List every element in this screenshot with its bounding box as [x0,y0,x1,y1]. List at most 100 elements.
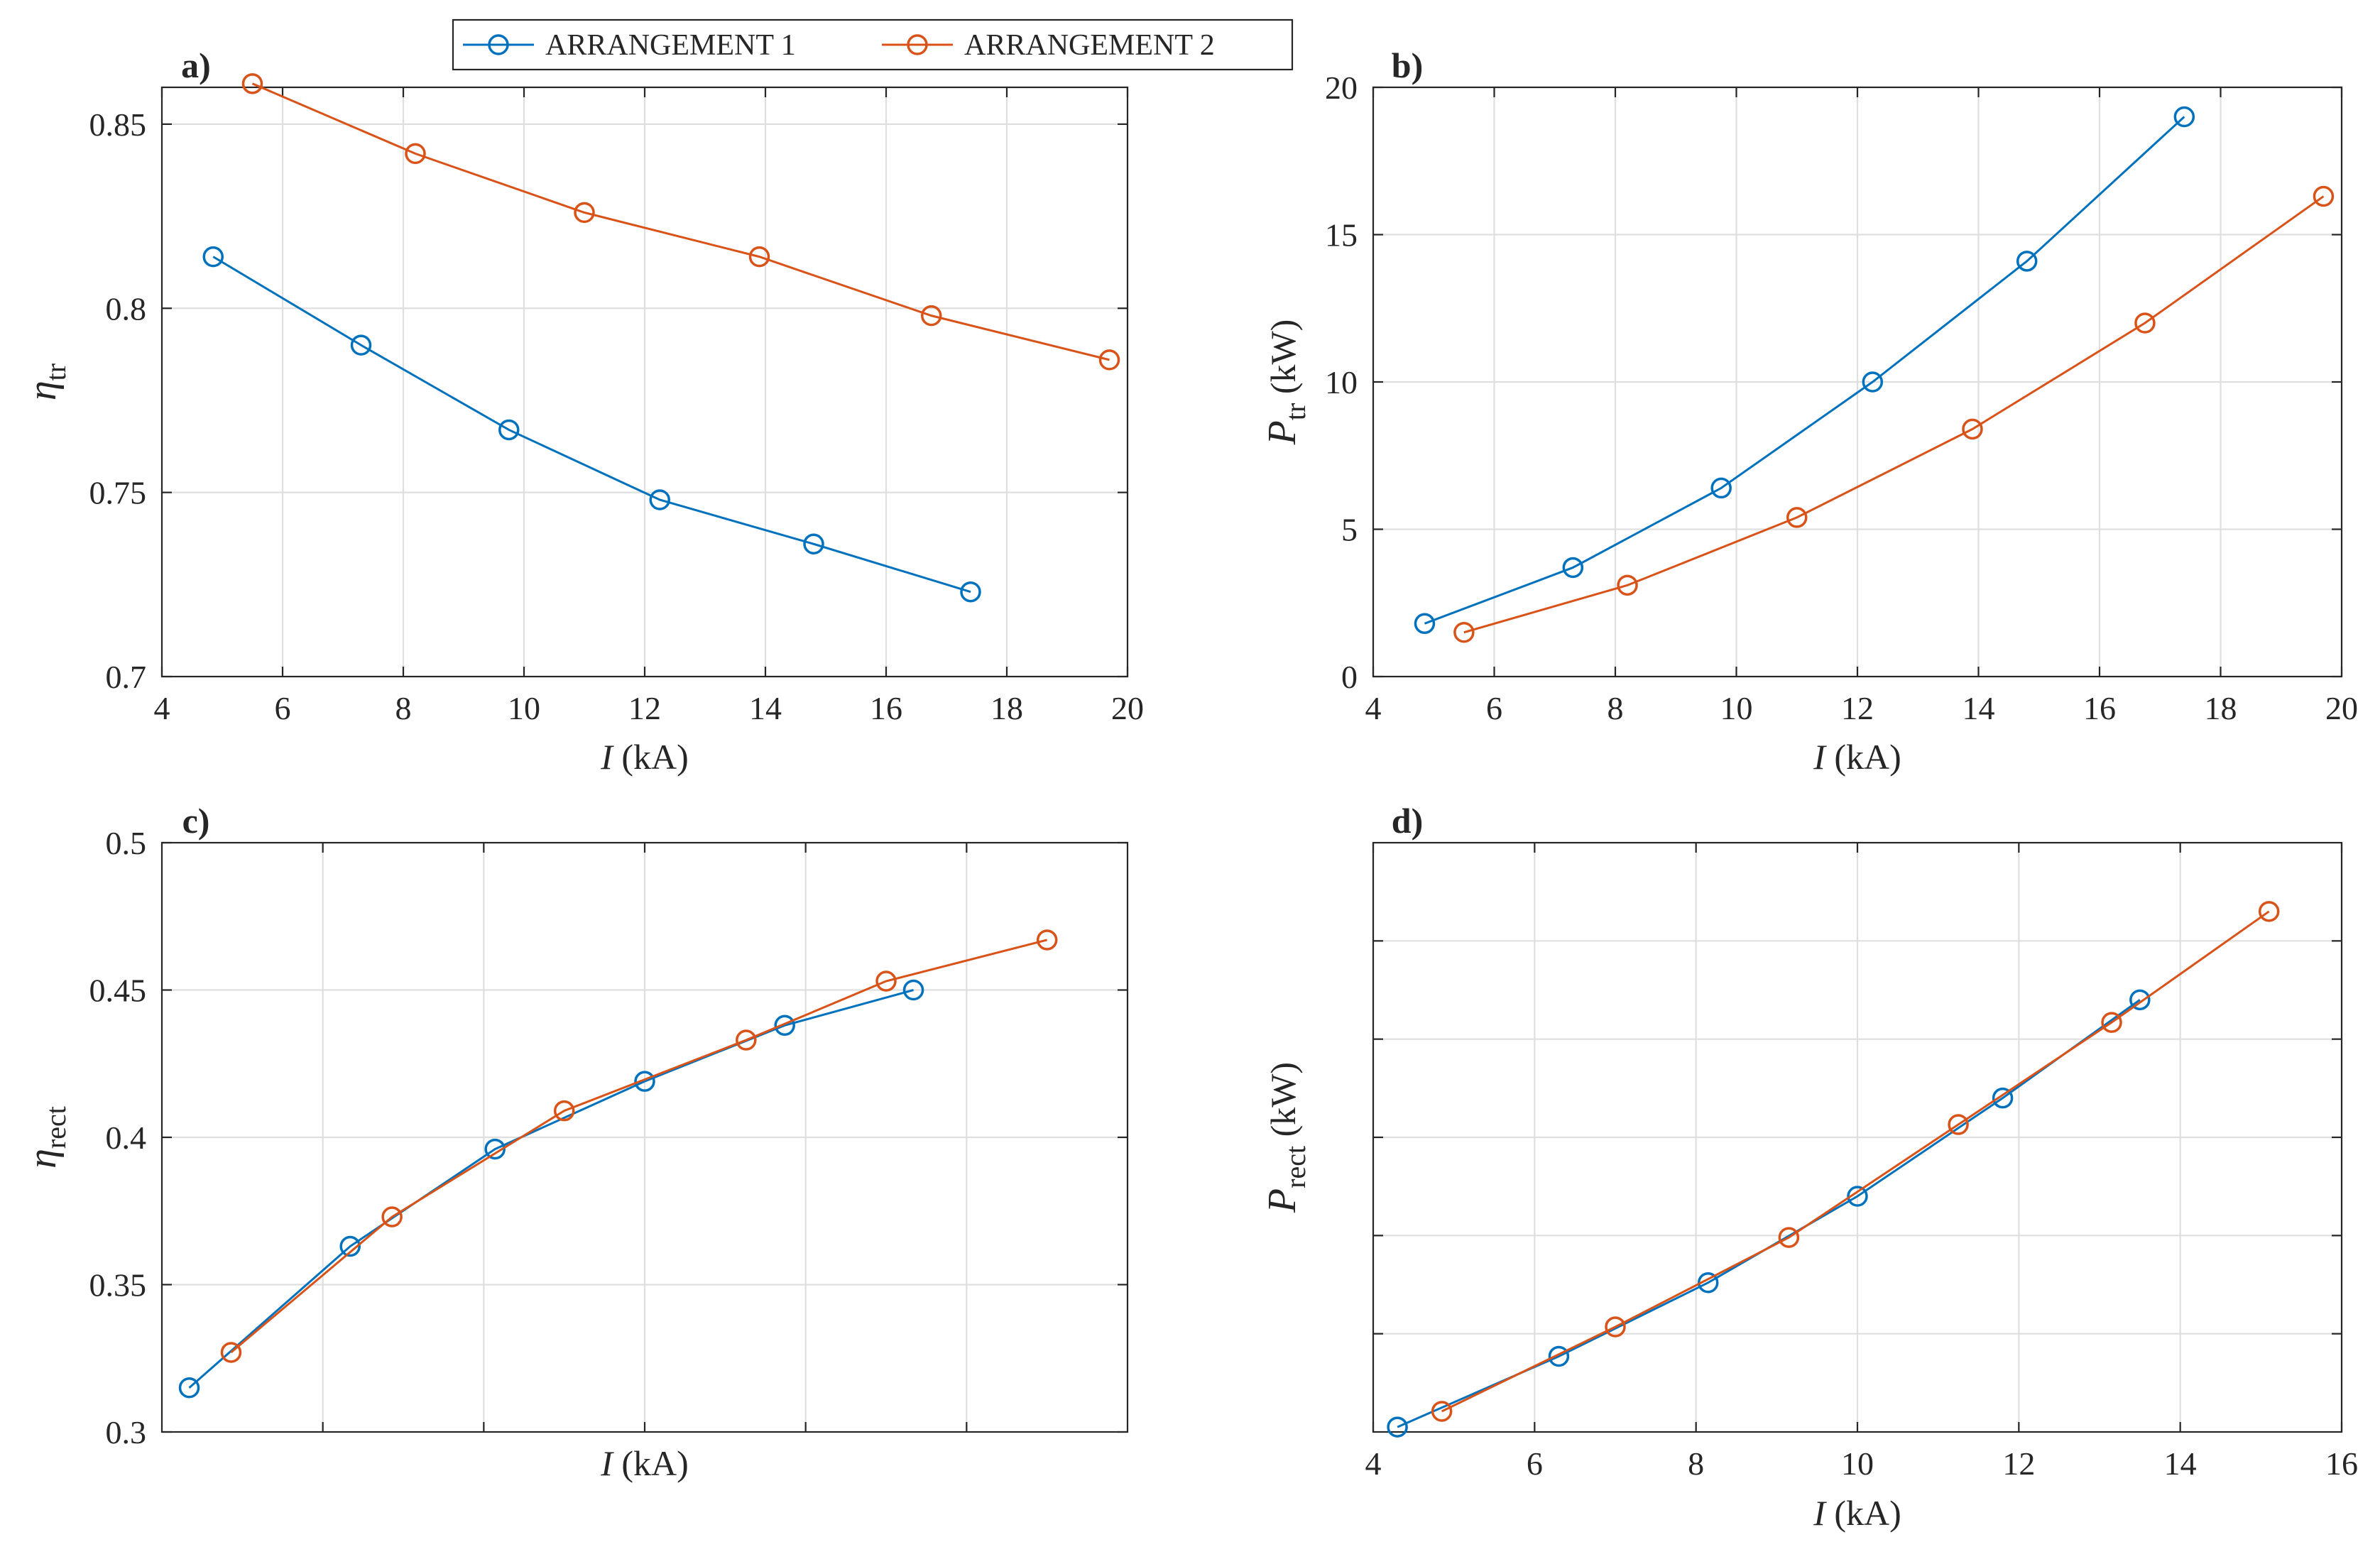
x-tick-label: 16 [870,690,902,726]
series-1 [1387,989,2151,1438]
legend-frame [452,18,1294,71]
series-line [1441,910,2270,1413]
y-axis-label: ηrect [21,1106,72,1169]
x-tick-label: 10 [1720,690,1753,726]
y-tick-label: 0.5 [106,825,147,861]
data-point [178,1377,200,1399]
data-point [339,1235,361,1257]
data-point [1414,613,1436,635]
y-axis-symbol: η [21,381,65,400]
data-point [803,533,824,554]
x-axis-label: I (kA) [600,737,689,777]
data-point [1710,477,1732,499]
data-point [748,246,770,268]
x-tick-label: 20 [1111,690,1144,726]
data-point [2129,989,2151,1011]
legend-marker [907,34,928,55]
x-axis-unit: (kA) [1825,1493,1901,1533]
series-1 [202,246,981,603]
panel-label: b) [1392,45,1423,85]
x-tick-label: 18 [2205,690,2237,726]
series-line [230,939,1048,1354]
x-tick-label: 16 [2083,690,2116,726]
x-tick-label: 6 [275,690,291,726]
y-tick-label: 0.4 [106,1120,147,1156]
x-tick-label: 12 [628,690,661,726]
y-tick-label: 0.45 [89,973,147,1009]
series-2 [220,929,1058,1363]
y-tick-label: 15 [1325,217,1358,253]
y-tick-label: 0.75 [89,475,147,511]
x-tick-label: 8 [1607,690,1624,726]
data-point [350,334,372,356]
legend-marker [488,34,509,55]
series-1 [1414,106,2195,635]
y-tick-label: 20 [1325,70,1358,106]
legend-label: ARRANGEMENT 1 [545,29,796,62]
y-tick-label: 0.7 [106,659,147,695]
legend: ARRANGEMENT 1 ARRANGEMENT 2 [452,18,1294,71]
series-2 [241,73,1120,371]
data-point [1453,622,1475,643]
y-tick-label: 5 [1341,512,1358,548]
x-tick-label: 16 [2325,1445,2358,1482]
y-tick-label: 0 [1341,659,1358,695]
data-point [1387,1416,1408,1438]
plot-frame [160,841,1129,1433]
series-line [1424,116,2185,625]
data-point [1548,1345,1570,1367]
y-axis-subscript: rect [1279,1146,1311,1188]
x-tick-label: 4 [1365,690,1382,726]
series-line [1397,999,2141,1428]
x-axis-symbol: I [1813,1493,1827,1533]
legend-label: ARRANGEMENT 2 [964,29,1215,62]
data-point [1992,1087,2014,1109]
panel-label: d) [1392,801,1423,841]
plot-frame [1372,86,2343,678]
series-2 [1431,901,2280,1422]
data-point [574,202,595,224]
x-tick-label: 6 [1527,1445,1543,1482]
x-axis-unit: (kA) [1825,737,1901,777]
data-point [405,143,426,165]
data-point [902,979,924,1001]
x-tick-label: 14 [749,690,782,726]
data-point [921,305,942,327]
data-point [1098,349,1120,371]
x-tick-label: 14 [1963,690,1995,726]
x-tick-label: 4 [154,690,170,726]
data-point [960,581,981,603]
series-1 [178,979,924,1399]
data-point [553,1100,575,1122]
x-axis-symbol: I [1813,737,1827,777]
x-axis-unit: (kA) [613,1443,689,1483]
data-point [2101,1012,2122,1033]
panel-label: a) [181,45,211,85]
data-point [241,73,263,94]
data-point [1862,371,1884,393]
x-axis-label: I (kA) [600,1443,689,1483]
x-tick-label: 20 [2325,690,2358,726]
data-point [202,246,224,268]
data-point [220,1342,242,1363]
x-tick-label: 4 [1365,1445,1382,1482]
x-tick-label: 10 [508,690,540,726]
x-tick-label: 18 [990,690,1023,726]
data-point [2016,251,2038,272]
plot-frame [1372,841,2343,1433]
data-point [2134,312,2156,334]
data-point [1617,574,1638,596]
y-tick-label: 0.85 [89,106,147,143]
legend-item-2: ARRANGEMENT 2 [882,29,1215,62]
data-point [1431,1401,1453,1422]
y-axis-symbol: P [1260,1188,1304,1213]
y-axis-subscript: rect [40,1106,72,1149]
y-axis-subscript: tr [40,363,72,381]
panel-a: 4 6 8 10 12 14 16 18 20 0.7 0.75 0.8 0.85 a) I (kA) ηtr [21,45,1144,777]
data-point [1962,418,1983,440]
x-axis-symbol: I [600,1443,614,1483]
series-line [1463,195,2325,634]
y-axis-unit: (kW) [1263,319,1303,403]
data-point [1847,1186,1868,1207]
